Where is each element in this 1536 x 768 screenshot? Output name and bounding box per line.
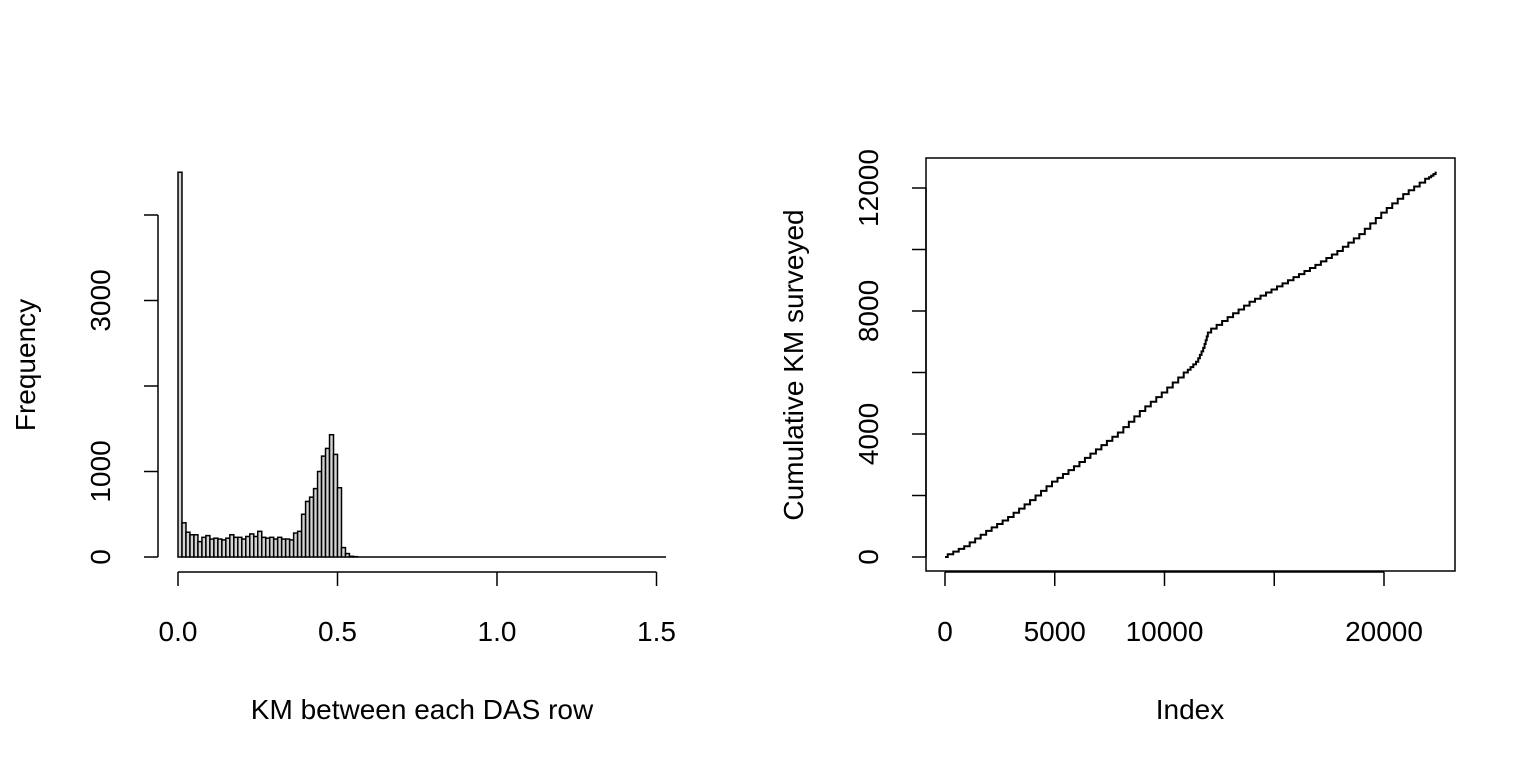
y-tick-label: 4000	[853, 403, 884, 465]
histogram-x-axis-title: KM between each DAS row	[251, 694, 594, 725]
histogram-y-axis-title: Frequency	[10, 299, 41, 431]
x-tick-label: 1.5	[637, 616, 676, 647]
line-y-axis: 0 4000 8000 12000	[853, 149, 927, 565]
histogram-bar	[344, 552, 351, 558]
x-tick-label: 20000	[1345, 616, 1423, 647]
y-tick-label: 0	[853, 549, 884, 565]
x-tick-label: 0.5	[318, 616, 357, 647]
x-tick-label: 5000	[1024, 616, 1086, 647]
histogram-x-axis: 0.0 0.5 1.0 1.5	[159, 571, 676, 647]
histogram-y-axis: 0 1000 3000	[85, 214, 159, 565]
histogram-bar	[336, 486, 343, 558]
x-tick-label: 1.0	[478, 616, 517, 647]
cumulative-panel: 0 5000 10000 20000 0 4000 8000 12000 Index Cum…	[778, 149, 1456, 725]
histogram-panel: 0.0 0.5 1.0 1.5 0 1000 3000 KM between each D…	[10, 171, 676, 725]
y-tick-label: 8000	[853, 280, 884, 342]
y-tick-label: 12000	[853, 149, 884, 227]
x-tick-label: 10000	[1126, 616, 1204, 647]
x-tick-label: 0.0	[159, 616, 198, 647]
y-tick-label: 0	[85, 549, 116, 565]
cumulative-line	[945, 171, 1437, 558]
y-tick-label: 1000	[85, 440, 116, 502]
line-x-axis: 0 5000 10000 20000	[937, 571, 1423, 647]
line-x-axis-title: Index	[1156, 694, 1225, 725]
histogram-bar	[177, 171, 183, 558]
y-tick-label: 3000	[85, 269, 116, 331]
histogram-bars	[177, 171, 359, 558]
x-tick-label: 0	[937, 616, 953, 647]
line-y-axis-title: Cumulative KM surveyed	[778, 209, 809, 520]
histogram-bar	[340, 546, 347, 558]
